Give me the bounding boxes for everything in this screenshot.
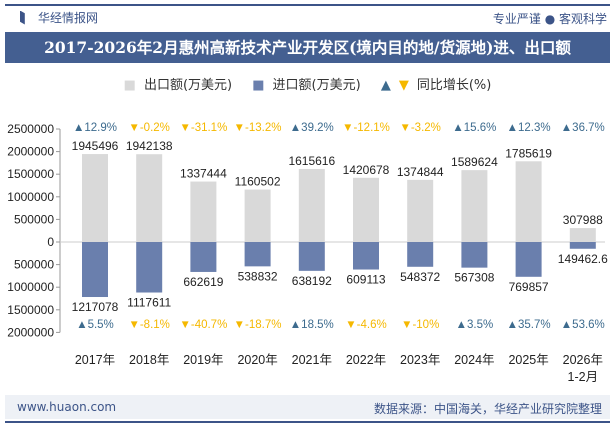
x-tick-label: 2018年 (129, 353, 169, 367)
import-bar (569, 242, 596, 249)
export-value-label: 307988 (563, 213, 603, 227)
growth-label: ▲3.5% (456, 319, 494, 331)
import-value-label: 638192 (292, 274, 332, 288)
import-bar (461, 242, 488, 268)
export-value-label: 1785619 (505, 146, 552, 160)
export-value-label: 1420678 (343, 163, 390, 177)
y-tick-label: 1000000 (7, 280, 54, 294)
brand: 华经情报网 (20, 9, 98, 26)
import-bar (353, 242, 379, 270)
import-bar (515, 242, 542, 277)
export-bar (515, 161, 542, 242)
export-bar (190, 181, 217, 242)
footer: www.huaon.com 数据来源：中国海关，华经产业研究院整理 (5, 395, 610, 419)
x-tick-label: 2025年 (508, 353, 548, 367)
export-bar (244, 189, 271, 242)
top-divider (5, 4, 610, 6)
import-bar (82, 242, 108, 298)
export-value-label: 1337444 (180, 167, 227, 181)
growth-label: ▼-12.1% (342, 122, 390, 134)
growth-label: ▲12.3% (507, 122, 551, 134)
export-value-label: 1160502 (235, 175, 281, 189)
export-bar (407, 179, 434, 242)
y-tick-label: 1000000 (7, 190, 54, 204)
import-value-label: 769857 (509, 280, 549, 294)
y-tick-label: 2000000 (7, 145, 54, 159)
import-value-label: 548372 (400, 270, 440, 284)
legend-growth: ▲ ▼ 同比增长(%) (380, 78, 492, 93)
import-value-label: 567308 (454, 271, 494, 285)
x-tick-label: 2021年 (292, 353, 332, 367)
growth-label: ▲53.6% (561, 319, 605, 331)
export-value-label: 1942138 (126, 139, 173, 153)
export-bar (461, 170, 488, 242)
growth-label: ▲15.6% (452, 122, 496, 134)
export-bar (353, 177, 379, 242)
import-value-label: 662619 (183, 275, 223, 289)
logo-icon (20, 10, 25, 25)
import-value-label: 149462.6 (558, 252, 608, 266)
export-bar (569, 228, 596, 242)
export-value-label: 1945496 (72, 139, 119, 153)
growth-label: ▲12.9% (73, 122, 117, 134)
brand-name: 华经情报网 (38, 11, 99, 25)
import-bar (136, 242, 163, 293)
growth-label: ▼-3.2% (399, 122, 440, 134)
y-tick-label: 1500000 (7, 303, 54, 317)
x-tick-label: 2024年 (454, 353, 494, 367)
import-value-label: 1217078 (72, 300, 119, 314)
website: www.huaon.com (17, 400, 117, 414)
export-value-label: 1374844 (397, 165, 444, 179)
growth-label: ▼-4.6% (345, 319, 386, 331)
growth-label: ▲5.5% (76, 319, 114, 331)
y-tick-label: 2000000 (7, 325, 54, 339)
x-tick-label: 2020年 (237, 353, 277, 367)
y-tick-label: 500000 (14, 258, 54, 272)
growth-label: ▲39.2% (290, 122, 334, 134)
growth-label: ▲36.7% (561, 122, 605, 134)
growth-label: ▼-31.1% (179, 122, 227, 134)
y-tick-label: 1500000 (7, 167, 54, 181)
slogan: 专业严谨 ● 客观科学 (492, 12, 607, 26)
legend-export: ■ 出口额(万美元) (123, 78, 233, 93)
import-bar (190, 242, 217, 272)
import-bar (298, 242, 325, 271)
growth-label: ▼-40.7% (179, 319, 227, 331)
x-tick-label: 1-2月 (568, 370, 599, 384)
chart-title: 2017-2026年2月惠州高新技术产业开发区(境内目的地/货源地)进、出口额 (5, 32, 610, 63)
x-tick-label: 2022年 (346, 353, 386, 367)
import-value-label: 609113 (346, 273, 385, 287)
growth-label: ▲35.7% (507, 319, 551, 331)
y-tick-label: 2500000 (7, 122, 54, 136)
growth-label: ▼-18.7% (234, 319, 282, 331)
import-value-label: 1117611 (127, 296, 171, 310)
growth-label: ▲18.5% (290, 319, 334, 331)
export-bar (82, 154, 108, 242)
legend: ■ 出口额(万美元) ■ 进口额(万美元) ▲ ▼ 同比增长(%) (0, 74, 615, 93)
growth-label: ▼-13.2% (234, 122, 282, 134)
data-source: 数据来源：中国海关，华经产业研究院整理 (373, 402, 602, 416)
legend-import: ■ 进口额(万美元) (252, 78, 361, 93)
import-value-label: 538832 (238, 269, 278, 283)
x-tick-label: 2023年 (400, 353, 440, 367)
bottom-divider (5, 421, 610, 423)
export-bar (298, 168, 325, 242)
growth-label: ▼-10% (401, 319, 439, 331)
x-tick-label: 2026年 (563, 353, 603, 367)
growth-label: ▼-8.1% (128, 319, 169, 331)
export-value-label: 1589624 (451, 155, 498, 169)
growth-label: ▼-0.2% (128, 122, 169, 134)
import-bar (244, 242, 271, 267)
import-bar (407, 242, 434, 267)
export-value-label: 1615616 (288, 154, 335, 168)
y-tick-label: 500000 (14, 212, 54, 226)
chart-plot: 2500000 2000000 1500000 1000000 500000 0 50000… (7, 122, 608, 384)
y-tick-label: 0 (47, 235, 54, 249)
x-tick-label: 2019年 (183, 353, 223, 367)
x-tick-label: 2017年 (75, 353, 115, 367)
export-bar (136, 154, 163, 242)
